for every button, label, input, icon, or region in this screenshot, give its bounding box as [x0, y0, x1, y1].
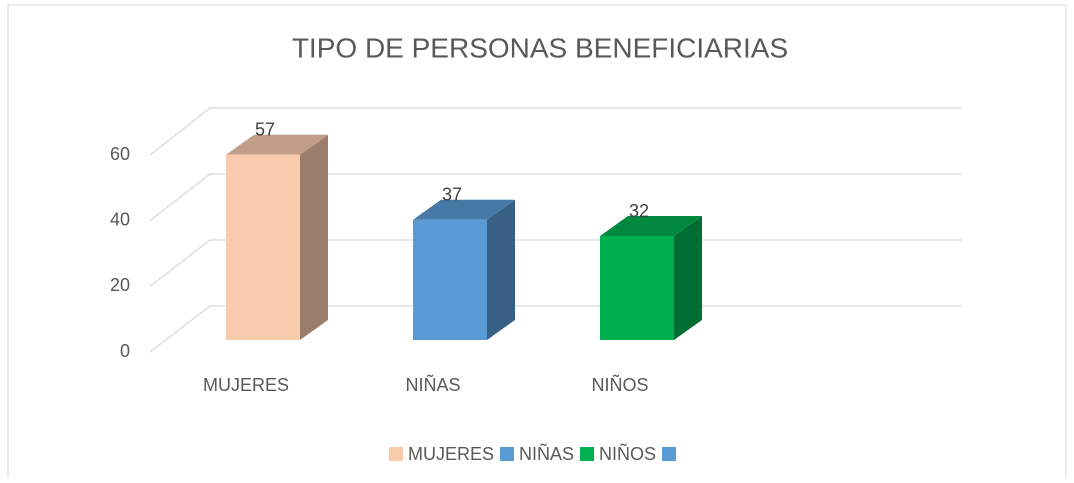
legend-swatch	[580, 447, 595, 461]
x-tick-label: NIÑOS	[591, 374, 648, 395]
legend-label: NIÑOS	[599, 443, 656, 464]
bar	[413, 219, 487, 340]
bar	[226, 154, 300, 340]
legend: MUJERES NIÑAS NIÑOS	[388, 443, 677, 464]
bar-side	[300, 134, 328, 340]
bar-side	[487, 199, 515, 340]
y-tick-label: 60	[110, 144, 130, 164]
y-tick-label: 20	[110, 275, 130, 295]
legend-swatch	[662, 447, 677, 461]
grid-line	[149, 239, 962, 287]
grid-line	[149, 173, 962, 222]
x-tick-label: NIÑAS	[405, 374, 460, 395]
bar-top	[413, 199, 515, 220]
y-tick-label: 0	[120, 341, 130, 361]
y-tick-label: 40	[110, 209, 130, 229]
chart-frame	[7, 4, 1067, 483]
legend-label: MUJERES	[408, 444, 494, 464]
legend-swatch	[499, 447, 514, 461]
bar	[600, 236, 674, 340]
grid-line	[149, 305, 962, 353]
value-label: 57	[255, 120, 275, 140]
value-label: 37	[442, 185, 462, 205]
grid-line	[149, 107, 962, 156]
bar-side	[674, 216, 702, 340]
legend-label: NIÑAS	[519, 443, 574, 464]
bar-top	[226, 134, 328, 155]
legend-swatch	[388, 447, 403, 461]
bar-top	[600, 216, 702, 236]
chart-title: TIPO DE PERSONAS BENEFICIARIAS	[292, 32, 788, 63]
value-label: 32	[629, 201, 649, 221]
x-tick-label: MUJERES	[203, 375, 289, 395]
